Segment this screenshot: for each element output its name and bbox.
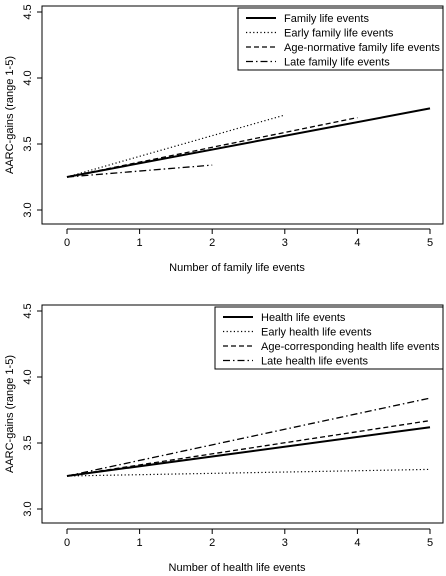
x-tick-label: 2	[209, 237, 215, 249]
series-line-dotted	[66, 114, 285, 178]
x-tick-label: 0	[64, 537, 70, 549]
y-tick-label: 3.5	[22, 435, 34, 450]
plot-frame	[41, 5, 444, 225]
x-axis-label: Number of health life events	[169, 562, 306, 574]
legend-label: Early family life events	[284, 28, 394, 40]
x-tick-label: 0	[64, 237, 70, 249]
x-axis: 0 1 2 3 4 5	[64, 228, 433, 249]
legend-label: Late family life events	[284, 57, 390, 69]
plot-frame	[41, 304, 444, 524]
chart-panel: 3.0 3.5 4.0 4.5 0 1 2 3 4 5 Number of family life …	[4, 4, 444, 274]
y-axis: 3.0 3.5 4.0 4.5	[22, 303, 42, 517]
legend: Health life events Early health life even…	[214, 306, 444, 370]
x-tick-label: 5	[427, 237, 433, 249]
y-tick-label: 4.5	[22, 303, 34, 318]
legend-label: Late health life events	[261, 356, 369, 368]
series-line-dashed	[66, 419, 431, 477]
legend-label: Health life events	[261, 312, 346, 324]
x-tick-label: 4	[354, 537, 360, 549]
legend: Family life events Early family life even…	[237, 7, 444, 71]
legend-label: Age-corresponding health life events	[261, 341, 440, 353]
y-axis-label: AARC-gains (range 1-5)	[4, 355, 16, 473]
y-tick-label: 3.0	[22, 501, 34, 516]
x-axis: 0 1 2 3 4 5	[64, 528, 433, 549]
series-line-dotted	[66, 468, 431, 477]
series-group	[66, 107, 431, 178]
legend-label: Age-normative family life events	[284, 42, 440, 54]
y-tick-label: 4.0	[22, 70, 34, 85]
series-line-solid	[66, 107, 431, 178]
y-tick-label: 3.5	[22, 136, 34, 151]
x-tick-label: 1	[137, 537, 143, 549]
series-line-dashed	[66, 116, 358, 178]
y-tick-label: 4.5	[22, 4, 34, 19]
y-axis-label: AARC-gains (range 1-5)	[4, 56, 16, 174]
series-group	[66, 397, 431, 477]
series-line-dashdot	[66, 397, 431, 477]
y-tick-label: 4.0	[22, 369, 34, 384]
series-line-dashdot	[66, 164, 213, 178]
x-tick-label: 3	[282, 237, 288, 249]
x-tick-label: 4	[354, 237, 360, 249]
x-axis-label: Number of family life events	[169, 262, 305, 274]
series-line-solid	[66, 426, 431, 477]
legend-label: Family life events	[284, 13, 369, 25]
x-tick-label: 1	[137, 237, 143, 249]
x-tick-label: 2	[209, 537, 215, 549]
x-tick-label: 5	[427, 537, 433, 549]
x-tick-label: 3	[282, 537, 288, 549]
chart-panel: 3.0 3.5 4.0 4.5 0 1 2 3 4 5 Number of health life …	[4, 303, 444, 574]
y-tick-label: 3.0	[22, 202, 34, 217]
y-axis: 3.0 3.5 4.0 4.5	[22, 4, 42, 218]
legend-label: Early health life events	[261, 327, 372, 339]
